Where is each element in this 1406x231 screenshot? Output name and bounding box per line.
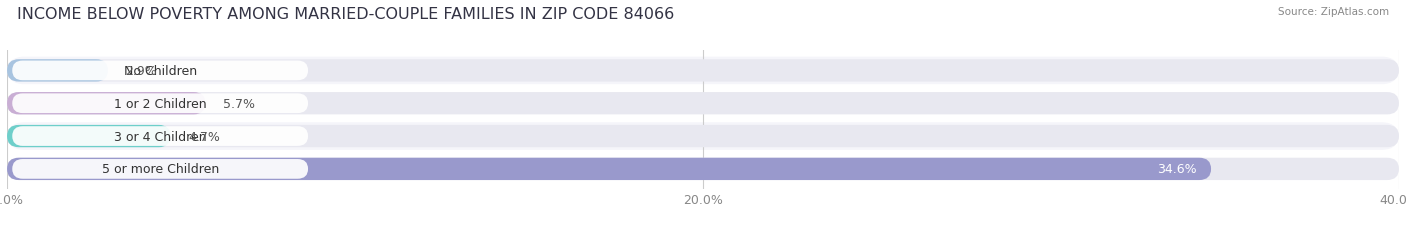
FancyBboxPatch shape [7, 60, 1399, 82]
FancyBboxPatch shape [7, 125, 170, 148]
Text: 34.6%: 34.6% [1157, 163, 1197, 176]
FancyBboxPatch shape [7, 158, 1211, 180]
FancyBboxPatch shape [13, 127, 308, 146]
FancyBboxPatch shape [13, 159, 308, 179]
FancyBboxPatch shape [7, 93, 205, 115]
Text: No Children: No Children [124, 65, 197, 78]
FancyBboxPatch shape [7, 158, 1399, 180]
Text: Source: ZipAtlas.com: Source: ZipAtlas.com [1278, 7, 1389, 17]
Text: 2.9%: 2.9% [125, 65, 157, 78]
FancyBboxPatch shape [7, 155, 1399, 183]
FancyBboxPatch shape [13, 94, 308, 114]
FancyBboxPatch shape [7, 60, 108, 82]
FancyBboxPatch shape [7, 123, 1399, 150]
Text: 1 or 2 Children: 1 or 2 Children [114, 97, 207, 110]
Text: INCOME BELOW POVERTY AMONG MARRIED-COUPLE FAMILIES IN ZIP CODE 84066: INCOME BELOW POVERTY AMONG MARRIED-COUPL… [17, 7, 673, 22]
FancyBboxPatch shape [7, 125, 1399, 148]
FancyBboxPatch shape [7, 57, 1399, 85]
Text: 4.7%: 4.7% [188, 130, 219, 143]
Text: 5.7%: 5.7% [222, 97, 254, 110]
FancyBboxPatch shape [7, 90, 1399, 118]
Text: 5 or more Children: 5 or more Children [101, 163, 219, 176]
FancyBboxPatch shape [13, 61, 308, 81]
Text: 3 or 4 Children: 3 or 4 Children [114, 130, 207, 143]
FancyBboxPatch shape [7, 93, 1399, 115]
